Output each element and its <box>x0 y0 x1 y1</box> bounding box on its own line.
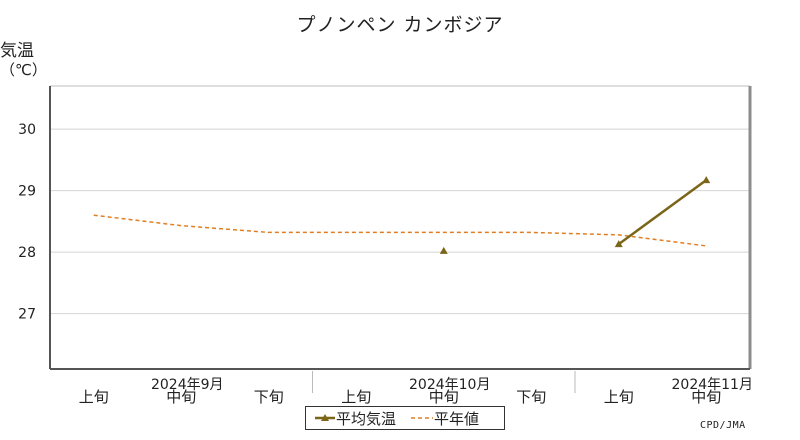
source-credit: CPD/JMA <box>700 420 746 431</box>
y-axis-unit: （℃） <box>0 61 47 79</box>
chart-title: プノンペン カンボジア <box>296 14 504 36</box>
y-axis-title: 気温 <box>0 41 34 61</box>
x-month-label: 2024年10月 <box>409 377 490 393</box>
legend-label-average: 平均気温 <box>336 409 397 428</box>
y-tick-label: 28 <box>18 245 36 261</box>
series-average-marker <box>614 240 623 248</box>
legend-item-normal: 平年値 <box>410 408 479 429</box>
chart-legend: 平均気温 平年値 <box>305 406 505 430</box>
x-tick-label: 下旬 <box>516 388 546 406</box>
x-tick-label: 上旬 <box>604 388 634 406</box>
y-tick-label: 30 <box>18 122 36 138</box>
series-normal-line <box>93 214 707 247</box>
legend-item-average: 平均気温 <box>314 408 396 429</box>
x-tick-label: 下旬 <box>254 388 284 406</box>
y-axis-label: 気温 （℃） <box>0 42 47 80</box>
x-month-label: 2024年11月 <box>672 377 753 393</box>
y-tick-label: 27 <box>18 307 36 323</box>
legend-label-normal: 平年値 <box>434 409 480 428</box>
x-tick-label: 中旬 <box>429 388 459 406</box>
series-average-marker <box>439 246 448 254</box>
legend-swatch-normal <box>411 417 434 419</box>
x-tick-label: 中旬 <box>166 388 196 406</box>
y-tick-label: 29 <box>18 184 36 200</box>
series-average-marker <box>702 176 711 184</box>
x-month-label: 2024年9月 <box>151 377 224 393</box>
legend-swatch-average <box>315 414 335 421</box>
x-tick-label: 上旬 <box>341 388 371 406</box>
series-average-segment <box>618 179 707 246</box>
x-tick-label: 上旬 <box>79 388 109 406</box>
x-tick-label: 中旬 <box>691 388 721 406</box>
